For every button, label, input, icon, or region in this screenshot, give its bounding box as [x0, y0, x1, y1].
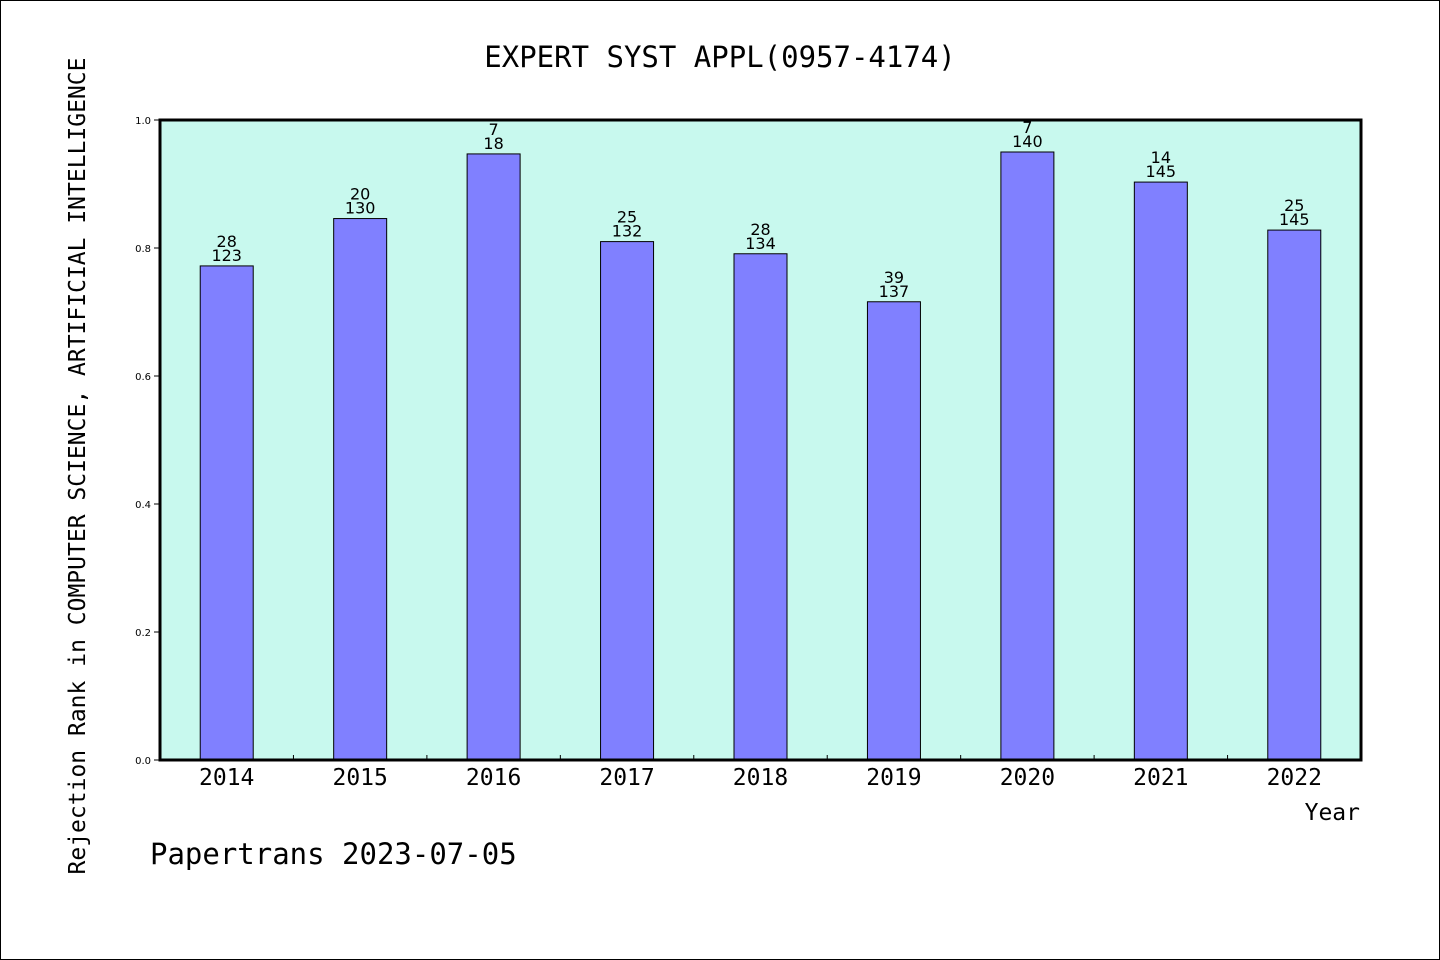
- x-tick-label: 2022: [1267, 765, 1322, 791]
- bar-rank-label: 25: [1284, 196, 1304, 215]
- y-tick-label: 0.4: [135, 500, 151, 511]
- x-tick-label: 2020: [1000, 765, 1055, 791]
- bar-rank-label: 28: [217, 232, 237, 251]
- bar-total-label: 18: [483, 134, 503, 153]
- bar-total-label: 137: [879, 282, 910, 301]
- bar-total-label: 134: [745, 234, 776, 253]
- bar: [1000, 151, 1055, 761]
- y-tick-label: 0.2: [135, 628, 151, 639]
- y-tick-label: 1.0: [135, 116, 151, 127]
- bar-rank-label: 7: [489, 120, 499, 139]
- bar: [600, 241, 655, 761]
- x-axis-label: Year: [1305, 800, 1360, 826]
- x-axis-ticks: 2014 2015 2016 2017 2018 2019 2020 2021 2022: [199, 755, 1322, 791]
- bar: [333, 218, 388, 761]
- bar-rank-label: 25: [617, 208, 637, 227]
- bar-total-label: 140: [1012, 132, 1043, 151]
- y-tick-label: 0.0: [135, 756, 151, 767]
- bar: [1133, 181, 1188, 761]
- bar: [733, 253, 788, 761]
- bar-total-label: 145: [1279, 210, 1310, 229]
- bar-rank-label: 20: [350, 185, 370, 204]
- x-tick-label: 2021: [1133, 765, 1188, 791]
- bar-rank-label: 7: [1022, 118, 1032, 137]
- y-axis-label: Rejection Rank in COMPUTER SCIENCE, ARTI…: [65, 58, 91, 875]
- x-tick-label: 2015: [332, 765, 387, 791]
- bar-total-label: 123: [211, 246, 242, 265]
- bar-total-label: 132: [612, 222, 643, 241]
- x-tick-label: 2018: [733, 765, 788, 791]
- bar: [866, 301, 921, 761]
- x-tick-label: 2017: [599, 765, 654, 791]
- x-tick-label: 2014: [199, 765, 254, 791]
- bar-rank-label: 28: [750, 220, 770, 239]
- bar: [1267, 229, 1322, 761]
- bar: [199, 265, 254, 761]
- y-tick-label: 0.8: [135, 244, 151, 255]
- x-tick-label: 2016: [466, 765, 521, 791]
- chart-title: EXPERT SYST APPL(0957-4174): [484, 40, 955, 74]
- bar: [466, 153, 521, 761]
- x-tick-label: 2019: [866, 765, 921, 791]
- bar-rank-label: 39: [884, 268, 904, 287]
- y-tick-label: 0.6: [135, 372, 151, 383]
- bar-total-label: 130: [345, 199, 376, 218]
- footer-watermark: Papertrans 2023-07-05: [150, 837, 517, 871]
- plot-frame: [158, 118, 1363, 762]
- bar-rank-label: 14: [1151, 148, 1171, 167]
- bar-total-label: 145: [1146, 162, 1177, 181]
